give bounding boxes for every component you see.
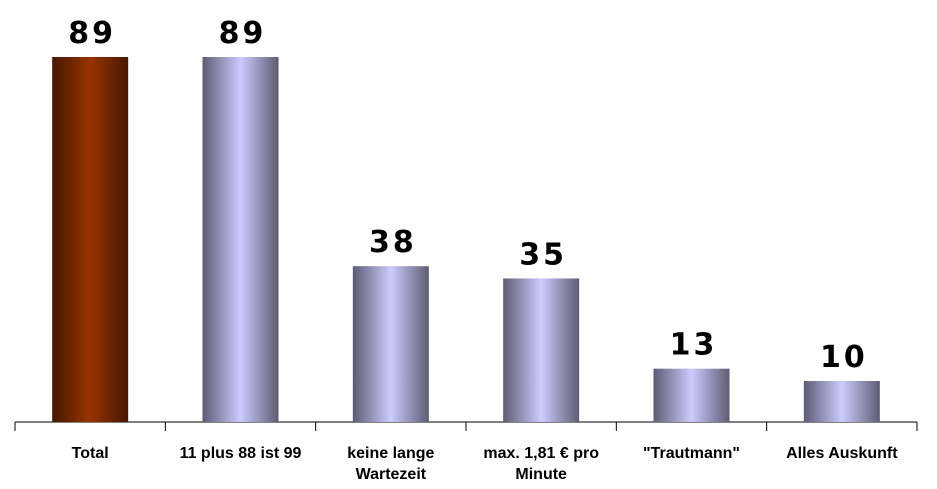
value-label: 10 bbox=[820, 340, 868, 375]
bar bbox=[202, 57, 279, 422]
bar bbox=[352, 266, 429, 422]
value-label: 89 bbox=[219, 16, 267, 51]
bar bbox=[503, 278, 580, 422]
x-tick-label: max. 1,81 € pro Minute bbox=[483, 445, 599, 483]
x-tick-label: Alles Auskunft bbox=[786, 445, 898, 462]
x-tick-label: 11 plus 88 ist 99 bbox=[180, 445, 302, 462]
bar bbox=[803, 380, 880, 422]
x-tick-label: "Trautmann" bbox=[643, 445, 740, 462]
value-label: 35 bbox=[519, 237, 567, 272]
bar bbox=[653, 368, 730, 422]
x-tick-label: keine lange Wartezeit bbox=[347, 445, 434, 483]
x-tick-label: Total bbox=[72, 445, 109, 462]
value-label: 38 bbox=[369, 225, 417, 260]
value-label: 89 bbox=[68, 16, 116, 51]
value-label: 13 bbox=[670, 328, 718, 363]
bar bbox=[52, 57, 129, 422]
